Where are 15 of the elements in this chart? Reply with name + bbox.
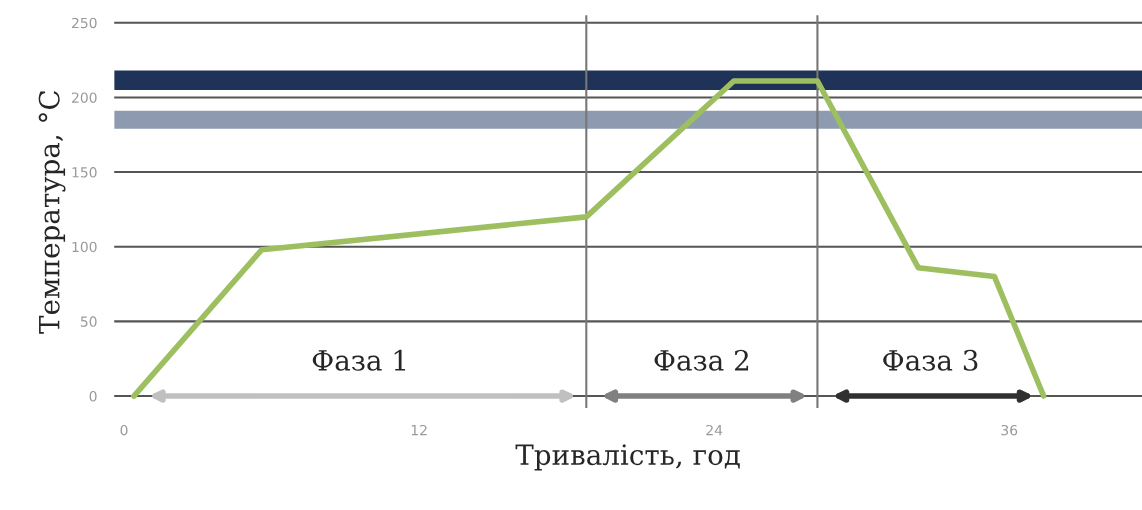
- x-tick-label: 36: [1001, 424, 1018, 436]
- y-tick-label: 200: [72, 92, 97, 103]
- y-tick-label: 100: [72, 241, 97, 253]
- x-axis-title: Тривалість, год: [515, 444, 740, 471]
- x-tick-label: 0: [120, 424, 128, 436]
- y-tick-label: 250: [72, 17, 97, 29]
- y-tick-label: 50: [80, 316, 97, 327]
- x-tick-label: 24: [706, 424, 723, 436]
- x-tick-label: 12: [411, 424, 427, 436]
- y-tick-label: 0: [89, 391, 97, 402]
- annotation: Фаза 3: [883, 349, 978, 371]
- annotation: Фаза 2: [654, 349, 749, 371]
- y-tick-label: 150: [72, 167, 97, 178]
- y-axis-title: Температура, °C: [38, 90, 66, 334]
- annotation: Фаза 1: [312, 349, 406, 371]
